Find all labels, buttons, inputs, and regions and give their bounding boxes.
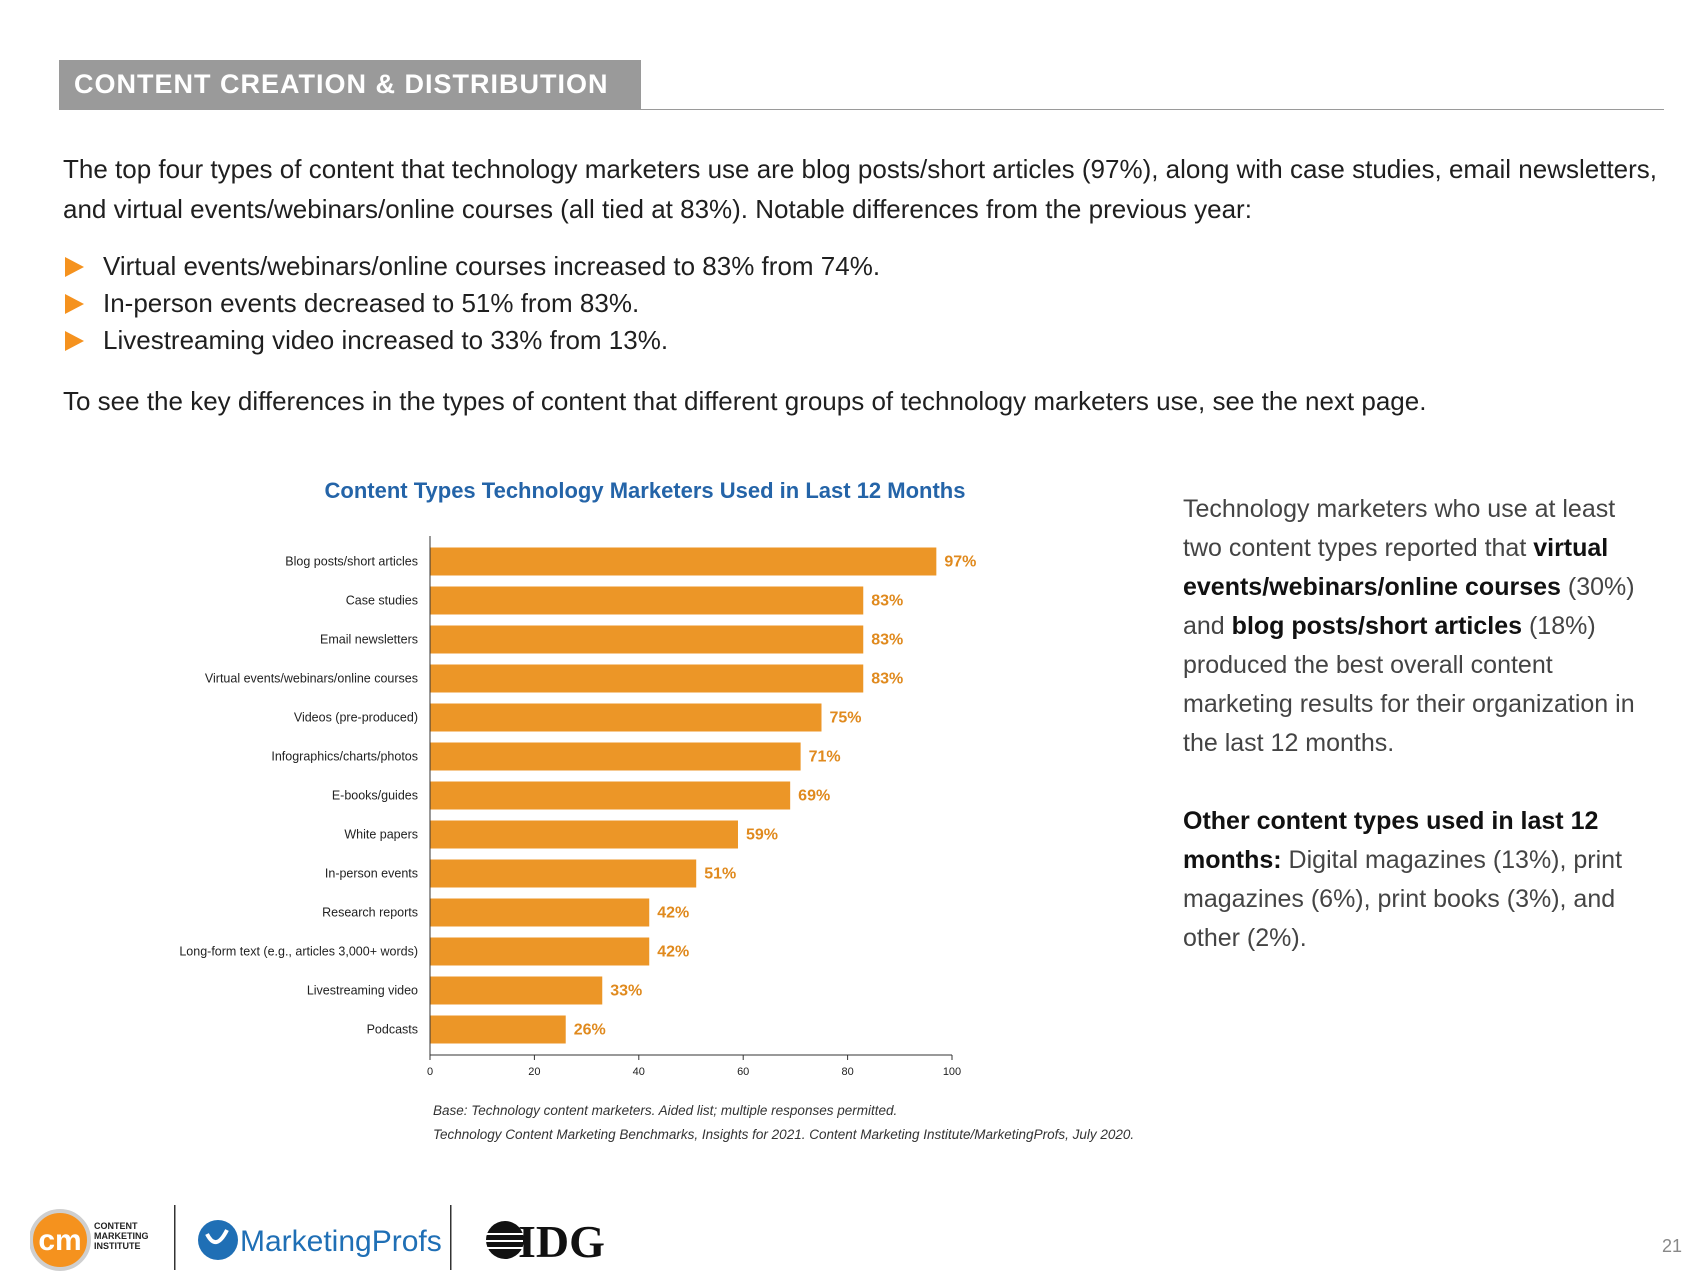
chart-bar: [430, 625, 864, 654]
triangle-bullet-icon: [65, 294, 84, 314]
data-label: 69%: [798, 788, 830, 805]
section-header: CONTENT CREATION & DISTRIBUTION: [59, 60, 641, 109]
chart-bar: [430, 859, 697, 888]
logo-divider: [450, 1205, 452, 1270]
list-item: Livestreaming video increased to 33% fro…: [63, 322, 1463, 359]
category-label: Research reports: [322, 906, 418, 920]
category-label: Email newsletters: [320, 633, 418, 647]
header-rule: [59, 109, 1664, 110]
cmi-logo-text: INSTITUTE: [94, 1241, 141, 1251]
sidebar-bold-text: blog posts/short articles: [1231, 612, 1523, 640]
chart-source: Base: Technology content marketers. Aide…: [433, 1099, 1134, 1147]
data-label: 59%: [746, 827, 778, 844]
chart-bar: [430, 937, 650, 966]
x-tick-label: 100: [943, 1066, 961, 1078]
logo-divider: [174, 1205, 176, 1270]
sidebar-paragraph-other: Other content types used in last 12 mont…: [1183, 802, 1653, 958]
triangle-bullet-icon: [65, 331, 84, 351]
data-label: 75%: [830, 710, 862, 727]
category-label: E-books/guides: [332, 789, 418, 803]
data-label: 42%: [657, 905, 689, 922]
marketingprofs-logo: MarketingProfs: [198, 1220, 442, 1260]
data-label: 83%: [871, 671, 903, 688]
data-label: 26%: [574, 1022, 606, 1039]
data-label: 71%: [809, 749, 841, 766]
chart-bar: [430, 664, 864, 693]
chart-bar: [430, 781, 791, 810]
chart-bar: [430, 820, 738, 849]
triangle-bullet-icon: [65, 257, 84, 277]
x-tick-label: 0: [427, 1066, 433, 1078]
bar-chart: Blog posts/short articles 97% Case studies…: [179, 536, 976, 1078]
sidebar-text: (30%) and: [1183, 573, 1635, 640]
chart-bar: [430, 898, 650, 927]
list-item-text: In-person events decreased to 51% from 8…: [103, 288, 640, 318]
category-label: White papers: [344, 828, 418, 842]
idg-logo-text: IDG: [518, 1216, 605, 1267]
category-label: Infographics/charts/photos: [271, 750, 418, 764]
data-label: 42%: [657, 944, 689, 961]
sidebar-text: Digital magazines (13%), print magazines…: [1183, 846, 1623, 952]
category-label: Livestreaming video: [307, 984, 418, 998]
chart-bar: [430, 976, 603, 1005]
data-label: 83%: [871, 632, 903, 649]
sidebar-text: (18%) produced the best overall content …: [1183, 612, 1635, 757]
list-item: Virtual events/webinars/online courses i…: [63, 248, 1463, 285]
marketingprofs-logo-text: MarketingProfs: [240, 1225, 442, 1258]
category-label: Videos (pre-produced): [294, 711, 418, 725]
footer-logos: cm CONTENT MARKETING INSTITUTE Marketing…: [30, 1205, 605, 1271]
sidebar-text: Technology marketers who use at least tw…: [1183, 495, 1616, 562]
idg-globe-stripe: [473, 1247, 523, 1249]
category-label: Case studies: [346, 594, 418, 608]
category-label: Podcasts: [367, 1023, 418, 1037]
data-label: 51%: [704, 866, 736, 883]
chart-bar: [430, 586, 864, 615]
data-label: 97%: [944, 554, 976, 571]
sidebar-paragraph-results: Technology marketers who use at least tw…: [1183, 490, 1653, 763]
chart-bar: [430, 703, 822, 732]
source-line-2: Technology Content Marketing Benchmarks,…: [433, 1127, 1135, 1142]
category-label: Long-form text (e.g., articles 3,000+ wo…: [179, 945, 418, 959]
list-item-text: Livestreaming video increased to 33% fro…: [103, 325, 669, 355]
cmi-logo-text: MARKETING: [94, 1231, 149, 1241]
category-label: Virtual events/webinars/online courses: [205, 672, 418, 686]
idg-globe-stripe: [473, 1233, 523, 1235]
x-tick-label: 60: [737, 1066, 749, 1078]
x-tick-label: 20: [528, 1066, 540, 1078]
chart-title: Content Types Technology Marketers Used …: [324, 478, 966, 503]
outro-paragraph: To see the key differences in the types …: [63, 386, 1427, 416]
idg-logo: IDG: [473, 1216, 605, 1267]
cmi-logo-mark: cm: [38, 1224, 81, 1257]
sidebar-bold-text: virtual events/webinars/online courses: [1183, 534, 1609, 601]
cmi-logo-icon: [30, 1209, 91, 1271]
page-number: 21: [1661, 1236, 1682, 1256]
chart-bar: [430, 547, 937, 576]
data-label: 33%: [610, 983, 642, 1000]
chart-bar: [430, 1015, 566, 1044]
chart-bar: [430, 742, 801, 771]
x-tick-label: 40: [633, 1066, 645, 1078]
source-line-1: Base: Technology content marketers. Aide…: [433, 1103, 898, 1118]
change-list: Virtual events/webinars/online courses i…: [63, 248, 1463, 359]
cmi-logo: cm CONTENT MARKETING INSTITUTE: [30, 1209, 149, 1271]
sidebar-bold-text: Other content types used in last 12 mont…: [1183, 807, 1599, 874]
cmi-logo-text: CONTENT: [94, 1221, 138, 1231]
list-item: In-person events decreased to 51% from 8…: [63, 285, 1463, 322]
x-tick-label: 80: [841, 1066, 853, 1078]
category-label: In-person events: [325, 867, 418, 881]
intro-paragraph: The top four types of content that techn…: [63, 154, 1658, 224]
marketingprofs-check-icon: [205, 1229, 229, 1244]
category-label: Blog posts/short articles: [285, 555, 418, 569]
list-item-text: Virtual events/webinars/online courses i…: [103, 251, 881, 281]
data-label: 83%: [871, 593, 903, 610]
idg-globe-stripe: [473, 1240, 523, 1242]
